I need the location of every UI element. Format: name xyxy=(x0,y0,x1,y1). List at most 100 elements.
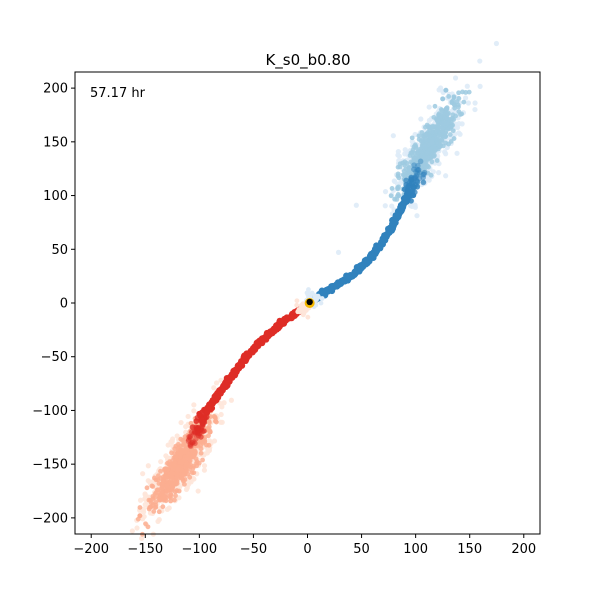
x-tick-label: 150 xyxy=(457,542,482,557)
data-point xyxy=(411,162,417,168)
data-point xyxy=(425,142,431,148)
data-point xyxy=(353,202,359,208)
data-point xyxy=(165,467,171,473)
data-point xyxy=(153,477,159,483)
data-point xyxy=(199,409,205,416)
data-point xyxy=(443,134,448,139)
data-point xyxy=(335,249,342,255)
data-point xyxy=(168,498,174,504)
y-tick-label: −100 xyxy=(32,404,68,419)
data-point xyxy=(178,447,184,453)
data-point xyxy=(199,420,206,427)
data-point xyxy=(221,400,227,406)
data-point xyxy=(203,414,210,420)
data-point xyxy=(412,131,418,138)
x-tick-label: −150 xyxy=(127,542,163,557)
data-point xyxy=(389,203,395,209)
data-point xyxy=(192,440,198,447)
data-point xyxy=(439,119,444,125)
data-point xyxy=(401,168,407,174)
data-point xyxy=(307,294,313,299)
data-point xyxy=(448,124,454,130)
data-point xyxy=(206,424,212,430)
x-tick-label: −200 xyxy=(73,542,109,557)
data-point xyxy=(456,104,461,110)
data-point xyxy=(187,474,193,480)
data-point xyxy=(466,89,472,95)
data-point xyxy=(218,377,224,383)
data-point xyxy=(409,139,415,145)
data-point xyxy=(201,467,208,473)
data-point xyxy=(192,451,198,457)
data-point xyxy=(294,298,300,304)
data-point xyxy=(165,455,171,461)
data-point xyxy=(191,470,197,476)
data-point xyxy=(140,471,146,477)
data-point xyxy=(150,484,156,489)
data-point xyxy=(434,117,440,123)
data-point xyxy=(195,488,201,494)
x-tick-label: 0 xyxy=(303,542,311,557)
data-point xyxy=(414,213,420,219)
data-point xyxy=(443,87,449,93)
data-point xyxy=(427,134,433,139)
data-point xyxy=(218,419,224,425)
data-point xyxy=(465,100,472,106)
data-point xyxy=(172,497,177,503)
data-point xyxy=(415,167,422,173)
data-point xyxy=(405,189,412,196)
data-point xyxy=(434,158,440,163)
data-point xyxy=(416,133,422,139)
data-point xyxy=(415,162,421,169)
data-point xyxy=(206,442,212,448)
data-point xyxy=(199,428,206,435)
data-point xyxy=(198,446,204,452)
data-point xyxy=(425,155,431,160)
data-point xyxy=(438,107,444,112)
data-point xyxy=(137,497,144,503)
data-point xyxy=(174,474,180,480)
data-point xyxy=(211,385,217,391)
chart-title: K_s0_b0.80 xyxy=(265,51,350,70)
data-point xyxy=(188,443,194,449)
data-point xyxy=(477,58,483,64)
data-point xyxy=(461,99,467,105)
data-point xyxy=(493,40,500,47)
data-point xyxy=(145,524,151,530)
data-point xyxy=(300,312,306,318)
data-point xyxy=(382,203,388,209)
y-tick-label: 200 xyxy=(43,82,68,97)
data-point xyxy=(417,158,424,165)
data-point xyxy=(218,411,224,418)
data-point xyxy=(213,380,220,386)
data-point xyxy=(390,133,396,139)
data-point xyxy=(433,146,439,152)
data-point xyxy=(420,171,427,178)
data-point xyxy=(424,150,430,155)
x-tick-label: −100 xyxy=(182,542,218,557)
data-point xyxy=(421,171,427,178)
data-point xyxy=(170,436,176,442)
data-point xyxy=(129,528,135,534)
data-point xyxy=(152,491,158,497)
data-point xyxy=(416,170,423,176)
series-lower-left xyxy=(129,298,312,541)
data-point xyxy=(145,463,151,469)
data-point xyxy=(446,94,452,99)
data-point xyxy=(182,477,188,482)
y-tick-label: 150 xyxy=(43,135,68,150)
data-point xyxy=(420,174,426,181)
data-point xyxy=(413,173,419,179)
data-point xyxy=(418,149,424,155)
data-point xyxy=(172,489,178,495)
data-point xyxy=(191,431,197,437)
data-point xyxy=(175,467,181,473)
data-point xyxy=(437,132,442,138)
data-point xyxy=(183,445,189,451)
data-point xyxy=(159,486,165,492)
data-point xyxy=(160,482,166,488)
data-point xyxy=(191,408,197,414)
y-tick-label: 0 xyxy=(60,297,68,312)
data-point xyxy=(440,143,446,149)
